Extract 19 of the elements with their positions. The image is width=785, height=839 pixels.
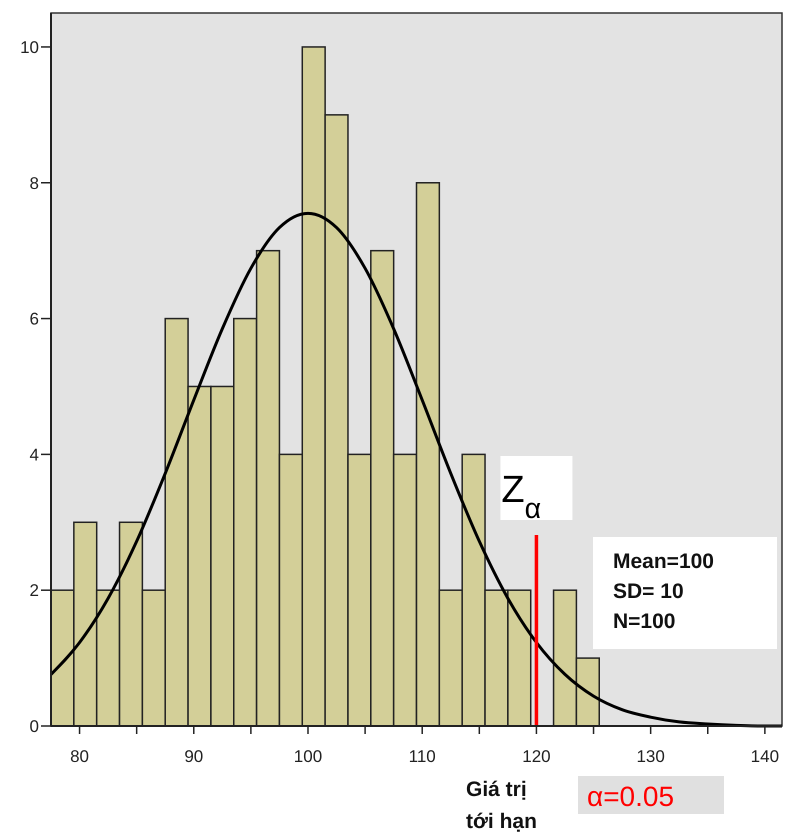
x-tick-label: 80	[70, 747, 90, 766]
y-tick-label: 6	[30, 310, 39, 329]
annotation: N=100	[613, 610, 676, 633]
y-tick-label: 0	[30, 717, 39, 736]
y-tick-label: 8	[30, 174, 39, 193]
y-tick-label: 10	[20, 38, 39, 57]
x-tick-label: 110	[408, 747, 436, 766]
text: Giá trị tới hạn	[466, 778, 537, 833]
x-tick-label: 120	[522, 747, 551, 766]
annotation: SD= 10	[613, 580, 684, 603]
x-tick-label: 140	[750, 747, 780, 766]
annotation: Mean=100	[613, 550, 714, 573]
y-tick-label: 4	[30, 445, 39, 464]
ref-line-label: Z$_{α}$	[501, 469, 542, 525]
x-tick-label: 130	[636, 747, 665, 766]
y-tick-label: 2	[30, 581, 39, 600]
text: α=0.05	[587, 781, 674, 812]
x-tick-label: 90	[184, 747, 204, 766]
x-tick-label: 100	[294, 747, 322, 766]
